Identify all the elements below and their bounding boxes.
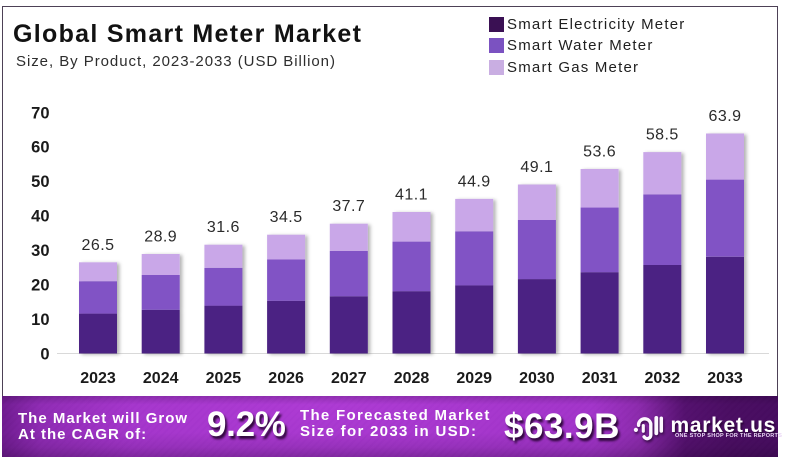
svg-text:2024: 2024 [143, 370, 179, 387]
svg-text:44.9: 44.9 [458, 173, 491, 190]
svg-text:50: 50 [31, 173, 49, 191]
svg-text:2028: 2028 [394, 370, 430, 387]
svg-text:2029: 2029 [456, 370, 492, 387]
svg-text:41.1: 41.1 [395, 187, 428, 204]
svg-text:30: 30 [31, 242, 49, 260]
svg-text:26.5: 26.5 [82, 237, 115, 254]
svg-text:53.6: 53.6 [583, 144, 616, 161]
svg-text:2033: 2033 [707, 370, 743, 387]
svg-text:2023: 2023 [80, 370, 116, 387]
svg-text:40: 40 [31, 208, 49, 226]
svg-text:58.5: 58.5 [646, 127, 679, 144]
svg-text:10: 10 [31, 311, 49, 329]
svg-text:49.1: 49.1 [520, 159, 553, 176]
svg-text:31.6: 31.6 [207, 219, 240, 236]
svg-text:0: 0 [40, 345, 49, 363]
svg-text:2025: 2025 [206, 370, 242, 387]
svg-text:70: 70 [31, 104, 49, 122]
svg-text:20: 20 [31, 276, 49, 294]
svg-text:2031: 2031 [582, 370, 618, 387]
svg-text:2026: 2026 [268, 370, 304, 387]
svg-text:2032: 2032 [645, 370, 681, 387]
svg-text:2027: 2027 [331, 370, 367, 387]
svg-text:60: 60 [31, 139, 49, 157]
svg-text:37.7: 37.7 [332, 198, 365, 215]
svg-text:63.9: 63.9 [709, 108, 742, 125]
svg-text:34.5: 34.5 [270, 209, 303, 226]
svg-text:2030: 2030 [519, 370, 555, 387]
svg-text:28.9: 28.9 [144, 229, 177, 246]
